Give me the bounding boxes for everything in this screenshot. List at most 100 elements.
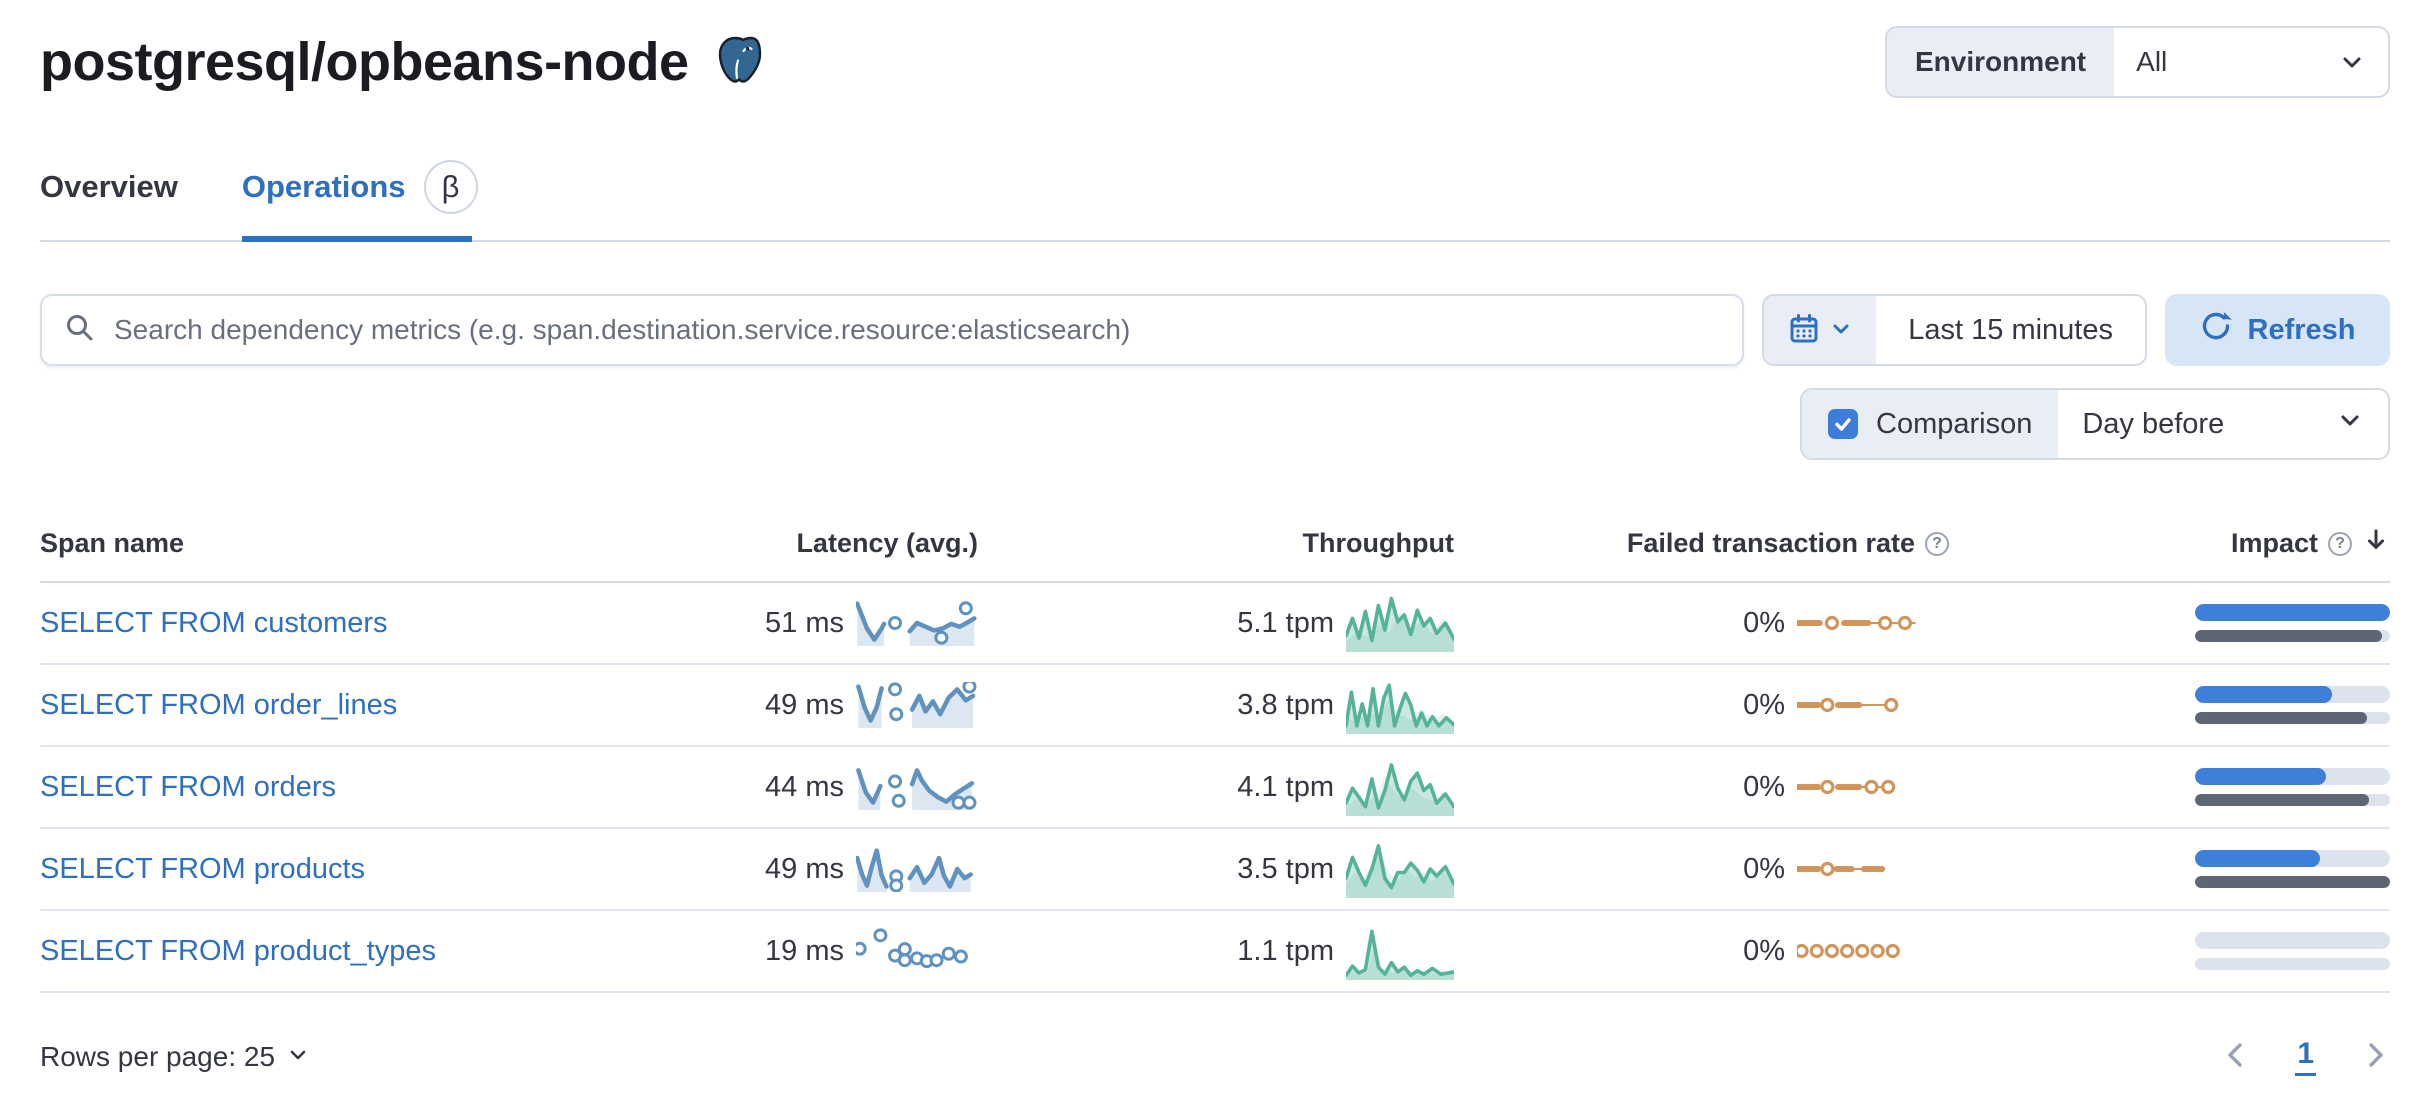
page-1-button[interactable]: 1 [2295,1037,2316,1076]
failed-rate-value: 0% [1743,934,1785,967]
throughput-value: 4.1 tpm [1237,770,1334,803]
throughput-sparkline [1346,594,1454,652]
comparison-select-value: Day before [2082,407,2225,440]
search-box [40,294,1745,366]
latency-sparkline [856,928,978,974]
time-range-button[interactable]: Last 15 minutes [1876,296,2145,364]
help-icon[interactable]: ? [1925,531,1949,556]
column-header-failed-rate[interactable]: Failed transaction rate ? [1627,528,1949,559]
tab-overview[interactable]: Overview [40,169,178,204]
search-icon [64,312,96,349]
date-picker: Last 15 minutes [1762,294,2147,366]
latency-value: 49 ms [765,852,844,885]
latency-sparkline [856,846,978,892]
throughput-value: 1.1 tpm [1237,934,1334,967]
top-bar: postgresql/opbeans-node Environment All [40,26,2390,98]
pagination: 1 [2221,1037,2390,1076]
span-name-link[interactable]: SELECT FROM order_lines [40,688,398,721]
comparison-row: Comparison Day before [40,388,2390,460]
throughput-value: 3.5 tpm [1237,852,1334,885]
refresh-button[interactable]: Refresh [2165,294,2390,366]
impact-bars [2195,686,2390,724]
impact-bar-current [2195,604,2390,621]
latency-value: 44 ms [765,770,844,803]
table-row: SELECT FROM products 49 ms 3.5 tpm 0% [40,829,2390,911]
failed-rate-sparkline [1797,938,1949,964]
calendar-icon [1787,312,1821,349]
rows-per-page-button[interactable]: Rows per page: 25 [40,1041,309,1073]
failed-rate-sparkline [1797,774,1949,800]
latency-sparkline [856,600,978,646]
comparison-control: Comparison Day before [1800,388,2390,460]
impact-bar-current [2195,850,2320,867]
sort-descending-icon [2362,526,2390,561]
failed-rate-value: 0% [1743,852,1785,885]
postgresql-logo-icon [713,33,767,92]
chevron-left-icon [2221,1040,2251,1073]
throughput-sparkline [1346,922,1454,980]
failed-rate-value: 0% [1743,770,1785,803]
failed-rate-sparkline [1797,692,1949,718]
impact-bar-previous [2195,876,2390,888]
throughput-value: 3.8 tpm [1237,688,1334,721]
column-header-impact[interactable]: Impact ? [2231,526,2390,561]
impact-bar-previous [2195,794,2369,806]
failed-rate-value: 0% [1743,606,1785,639]
column-header-span-name[interactable]: Span name [40,528,185,558]
environment-select-label: Environment [1887,28,2115,96]
comparison-checkbox-label[interactable]: Comparison [1802,390,2059,458]
environment-select-value: All [2136,46,2168,77]
latency-value: 19 ms [765,934,844,967]
table-body: SELECT FROM customers 51 ms 5.1 tpm 0% S… [40,583,2390,993]
environment-select[interactable]: Environment All [1885,26,2390,98]
latency-sparkline [856,682,978,728]
beta-badge: β [423,160,478,214]
span-name-link[interactable]: SELECT FROM products [40,852,366,885]
table-row: SELECT FROM orders 44 ms 4.1 tpm 0% [40,747,2390,829]
throughput-sparkline [1346,840,1454,898]
failed-rate-sparkline [1797,856,1949,882]
tab-bar: Overview Operations β [40,160,2390,242]
span-name-link[interactable]: SELECT FROM orders [40,770,336,803]
help-icon[interactable]: ? [2328,531,2352,556]
column-header-latency[interactable]: Latency (avg.) [796,528,978,558]
tab-operations[interactable]: Operations β [241,160,478,242]
span-name-link[interactable]: SELECT FROM customers [40,606,388,639]
throughput-sparkline [1346,676,1454,734]
refresh-icon [2200,310,2232,350]
impact-bars [2195,768,2390,806]
failed-rate-sparkline [1797,610,1949,636]
chevron-right-icon [2360,1040,2390,1073]
latency-value: 51 ms [765,606,844,639]
comparison-select[interactable]: Day before [2058,390,2388,458]
previous-page-button[interactable] [2221,1040,2251,1073]
table-footer: Rows per page: 25 1 [40,1037,2390,1076]
impact-bar-current [2195,768,2326,785]
page-title: postgresql/opbeans-node [40,32,689,92]
impact-bars [2195,850,2390,888]
throughput-sparkline [1346,758,1454,816]
failed-rate-value: 0% [1743,688,1785,721]
table-row: SELECT FROM product_types 19 ms 1.1 tpm … [40,911,2390,993]
impact-bar-previous [2195,712,2367,724]
operations-table: Span name Latency (avg.) Throughput Fail… [40,518,2390,993]
chevron-down-icon [2336,406,2364,442]
comparison-checkbox[interactable] [1828,409,1858,439]
span-name-link[interactable]: SELECT FROM product_types [40,934,436,967]
chevron-down-icon [2338,28,2388,96]
chevron-down-icon [287,1041,309,1073]
table-row: SELECT FROM customers 51 ms 5.1 tpm 0% [40,583,2390,665]
table-row: SELECT FROM order_lines 49 ms 3.8 tpm 0% [40,665,2390,747]
throughput-value: 5.1 tpm [1237,606,1334,639]
chevron-down-icon [1829,317,1853,344]
next-page-button[interactable] [2360,1040,2390,1073]
column-header-throughput[interactable]: Throughput [1302,528,1454,558]
impact-bars [2195,604,2390,642]
toolbar: Last 15 minutes Refresh [40,294,2390,366]
date-picker-calendar-button[interactable] [1764,296,1877,364]
latency-value: 49 ms [765,688,844,721]
impact-bar-previous [2195,630,2383,642]
table-header-row: Span name Latency (avg.) Throughput Fail… [40,518,2390,583]
search-input[interactable] [114,314,1721,346]
